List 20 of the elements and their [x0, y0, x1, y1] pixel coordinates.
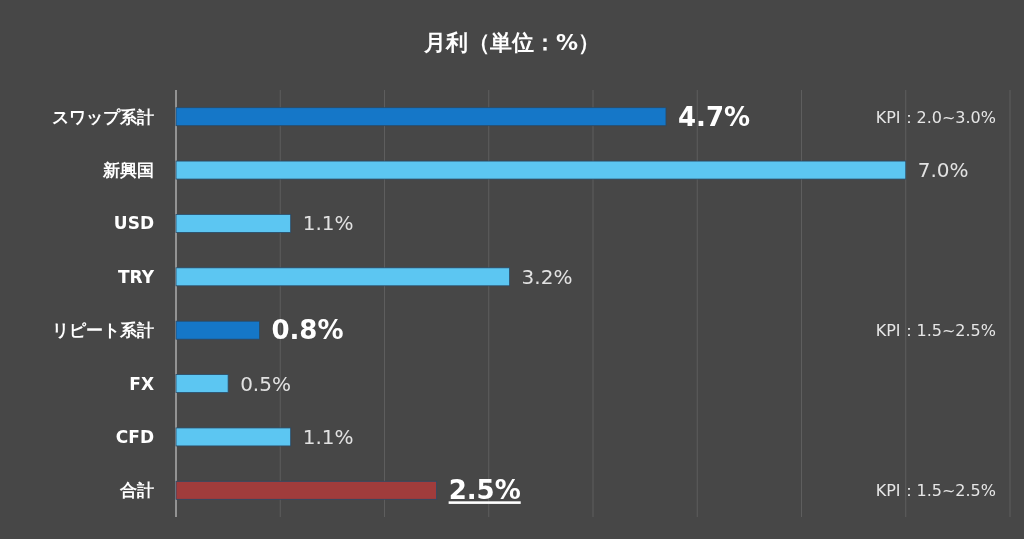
y-tick-label: スワップ系計 [52, 106, 154, 127]
data-label: 2.5% [448, 475, 521, 506]
data-label: 7.0% [917, 158, 969, 183]
y-tick-label: TRY [117, 266, 155, 287]
annotation: KPI：1.5~2.5% [875, 481, 996, 501]
data-label: 0.8% [271, 315, 344, 346]
annotation: KPI：2.0~3.0% [875, 107, 996, 127]
y-tick-label: CFD [115, 426, 154, 447]
y-tick-label: 新興国 [102, 160, 154, 181]
data-label: 4.7% [677, 101, 751, 132]
y-tick-label: USD [113, 213, 154, 234]
y-tick-label: リピート系計 [52, 320, 154, 341]
data-label: 3.2% [521, 264, 573, 289]
data-label: 0.5% [240, 371, 291, 396]
data-label: 1.1% [302, 211, 354, 236]
y-tick-label: 合計 [119, 480, 154, 501]
y-tick-label: FX [129, 373, 154, 394]
data-label: 1.1% [302, 424, 354, 449]
chart-title: 月利（単位：%） [422, 30, 601, 55]
annotation: KPI：1.5~2.5% [875, 321, 996, 341]
